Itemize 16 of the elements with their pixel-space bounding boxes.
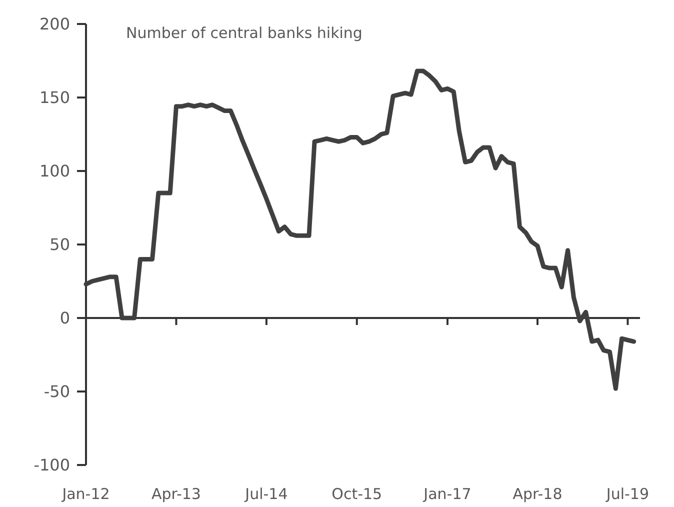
y-tick-label: 200	[39, 14, 70, 34]
x-tick-label: Jul-19	[605, 485, 650, 503]
x-tick-label: Jul-14	[244, 485, 288, 503]
x-tick-label: Apr-18	[512, 485, 562, 503]
x-tick-label: Apr-13	[151, 485, 201, 503]
y-tick-label: -50	[44, 382, 70, 402]
chart-title: Number of central banks hiking	[126, 24, 362, 42]
y-tick-label: 100	[39, 162, 70, 181]
line-series	[84, 68, 636, 391]
y-tick-label: 150	[39, 88, 70, 108]
x-tick-label: Jan-12	[61, 485, 110, 503]
y-tick-label: 50	[50, 235, 70, 254]
y-tick-label: 0	[60, 308, 70, 328]
x-tick-label: Oct-15	[332, 485, 382, 503]
x-tick-label: Jan-17	[422, 485, 472, 503]
y-tick-label: -100	[34, 456, 70, 475]
